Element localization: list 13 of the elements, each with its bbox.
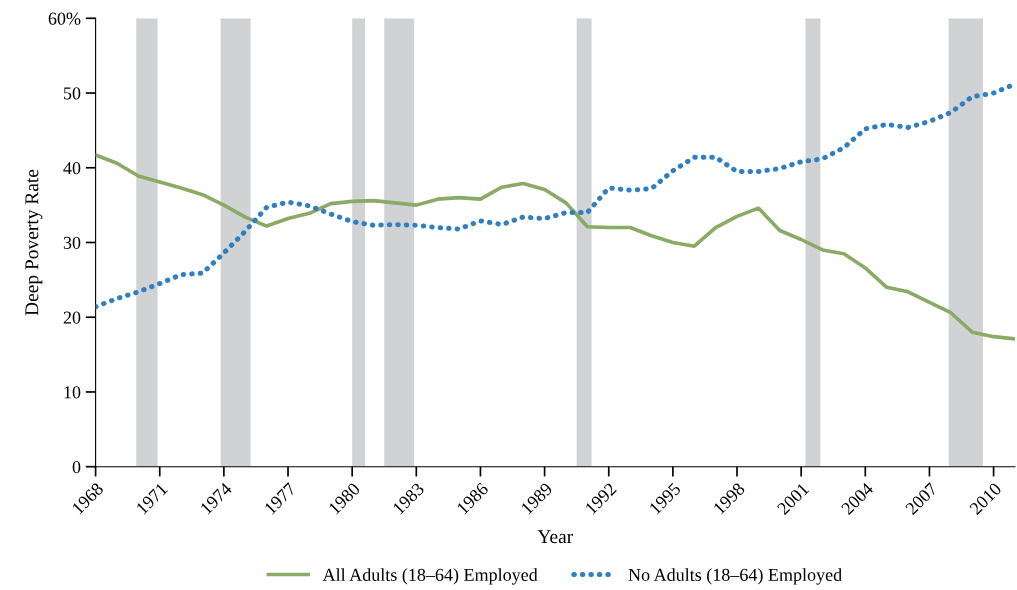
x-tick-label: 1989: [520, 482, 554, 515]
legend-label: All Adults (18–64) Employed: [322, 568, 538, 585]
y-tick-label: 40: [63, 162, 81, 175]
y-tick-label: 20: [63, 311, 81, 324]
y-tick-label: 10: [64, 386, 81, 399]
y-tick-label: 30: [63, 236, 81, 249]
y-tick-label: 60%: [48, 12, 81, 25]
y-axis-title: Deep Poverty Rate: [25, 169, 43, 316]
line-series: [95, 153, 1015, 341]
y-tick-label: 0: [72, 460, 81, 474]
legend-label: No Adults (18–64) Employed: [628, 568, 842, 585]
y-tick-label: 50: [64, 87, 81, 100]
x-axis-title: Year: [537, 530, 574, 544]
